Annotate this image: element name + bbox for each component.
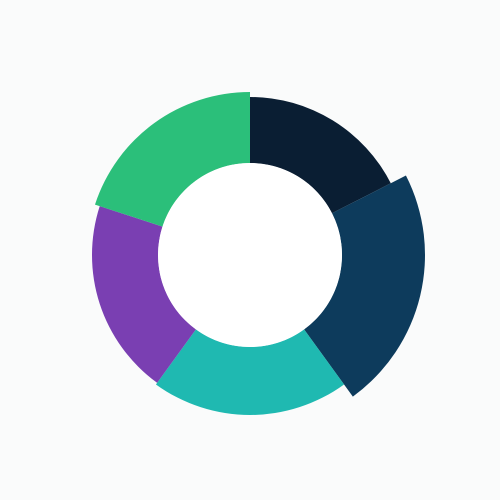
donut-chart [0,0,500,500]
donut-chart-svg [0,0,500,500]
donut-hole [158,163,342,347]
